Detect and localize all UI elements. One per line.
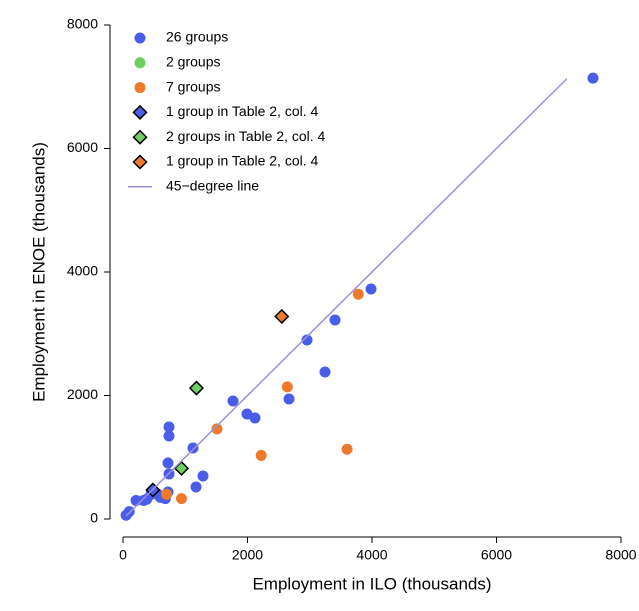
point xyxy=(163,421,175,433)
legend-swatch xyxy=(134,57,146,69)
legend-label: 1 group in Table 2, col. 4 xyxy=(166,103,319,119)
point xyxy=(365,283,377,295)
point xyxy=(329,314,341,326)
y-tick-label: 0 xyxy=(90,510,98,526)
x-tick-label: 2000 xyxy=(232,547,263,563)
legend-label: 26 groups xyxy=(166,29,228,45)
legend-swatch xyxy=(132,154,148,170)
legend-label: 2 groups in Table 2, col. 4 xyxy=(166,128,326,144)
point xyxy=(162,457,174,469)
point xyxy=(301,334,313,346)
point xyxy=(227,395,239,407)
legend-label: 7 groups xyxy=(166,78,220,94)
legend-label: 45−degree line xyxy=(166,178,259,194)
point xyxy=(281,381,293,393)
point xyxy=(163,430,175,442)
point xyxy=(130,494,142,506)
x-tick-label: 6000 xyxy=(481,547,512,563)
y-tick-label: 2000 xyxy=(67,386,98,402)
point xyxy=(161,488,173,500)
point xyxy=(211,423,223,435)
point xyxy=(341,443,353,455)
point xyxy=(176,493,188,505)
point xyxy=(197,470,209,482)
diamond-marker xyxy=(274,308,290,325)
point xyxy=(190,481,202,493)
legend-label: 1 group in Table 2, col. 4 xyxy=(166,153,319,169)
diamond-marker xyxy=(188,380,205,396)
legend-swatch xyxy=(132,129,148,145)
diamond-marker xyxy=(173,460,190,476)
point xyxy=(283,393,295,405)
point xyxy=(587,72,599,84)
y-tick-label: 8000 xyxy=(67,16,98,32)
point xyxy=(255,449,267,461)
legend-swatch xyxy=(132,104,148,120)
x-axis-title: Employment in ILO (thousands) xyxy=(252,574,491,593)
point xyxy=(249,412,261,424)
y-axis-title: Employment in ENOE (thousands) xyxy=(29,142,48,402)
x-tick-label: 4000 xyxy=(356,547,387,563)
legend-swatch xyxy=(134,32,146,44)
x-tick-label: 8000 xyxy=(605,547,636,563)
x-tick-label: 0 xyxy=(119,547,127,563)
y-tick-label: 4000 xyxy=(67,263,98,279)
point xyxy=(187,442,199,454)
reference-line xyxy=(125,78,568,517)
y-tick-label: 6000 xyxy=(67,139,98,155)
legend-swatch xyxy=(134,82,146,94)
legend-label: 2 groups xyxy=(166,54,220,70)
point xyxy=(352,288,364,300)
point xyxy=(319,366,331,378)
